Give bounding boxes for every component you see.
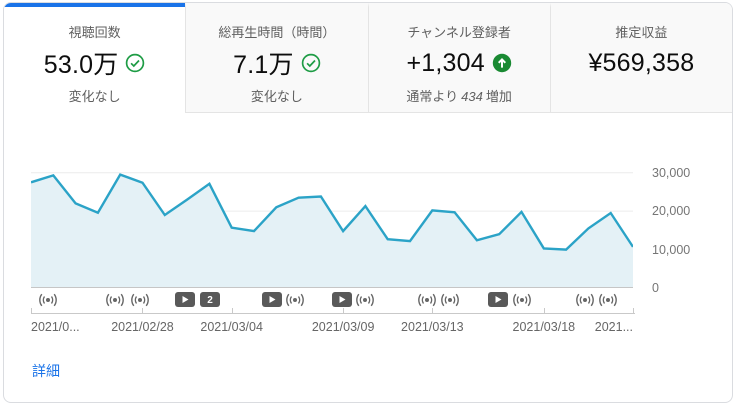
arrow-up-circle-icon [492, 53, 512, 73]
x-axis-tick [633, 308, 634, 313]
x-axis-label: 2021/03/13 [401, 320, 464, 334]
metric-tabs: 視聴回数 53.0万 変化なし 総再生時間（時間） 7.1万 変化なし チャンネ… [4, 3, 732, 113]
y-axis-label: 30,000 [652, 165, 691, 180]
live-stream-marker-icon[interactable] [512, 292, 532, 308]
video-marker-icon[interactable] [262, 292, 282, 308]
tab-subscribers-label: チャンネル登録者 [407, 25, 511, 40]
x-axis-tick [142, 308, 144, 313]
tab-views-value: 53.0万 [43, 51, 119, 79]
tab-revenue-value: ¥569,358 [588, 48, 695, 77]
y-axis-label: 10,000 [652, 242, 691, 257]
live-stream-marker-icon[interactable] [38, 292, 58, 308]
check-circle-icon [125, 53, 145, 73]
views-area-chart [31, 172, 633, 288]
tab-views[interactable]: 視聴回数 53.0万 変化なし [4, 3, 186, 113]
live-stream-marker-icon[interactable] [355, 292, 375, 308]
video-count-badge-marker-icon[interactable]: 2 [200, 292, 220, 308]
x-axis-label: 2021/03/04 [200, 320, 263, 334]
tab-subscribers-subtitle: 通常より 434 増加 [406, 89, 512, 104]
tab-revenue-label: 推定収益 [615, 25, 668, 40]
x-axis-label: 2021... [594, 320, 633, 334]
live-stream-marker-icon[interactable] [130, 292, 150, 308]
chart-area-fill [31, 174, 633, 288]
svg-text:2: 2 [207, 295, 213, 306]
analytics-summary-card: 視聴回数 53.0万 変化なし 総再生時間（時間） 7.1万 変化なし チャンネ… [3, 2, 733, 403]
live-stream-marker-icon[interactable] [575, 292, 595, 308]
x-axis-label: 2021/0... [31, 320, 80, 334]
tab-subscribers-value: +1,304 [406, 48, 485, 77]
tab-watch-time-subtitle: 変化なし [250, 89, 303, 104]
tab-watch-time-label: 総再生時間（時間） [218, 25, 336, 40]
tab-views-subtitle: 変化なし [68, 89, 121, 104]
video-marker-icon[interactable] [175, 292, 195, 308]
x-axis-tick [231, 308, 233, 313]
live-stream-marker-icon[interactable] [598, 292, 618, 308]
y-axis-label: 20,000 [652, 204, 691, 219]
y-axis-label: 0 [652, 281, 659, 295]
x-axis-line [31, 313, 635, 314]
x-axis-tick [432, 308, 434, 313]
tab-watch-time[interactable]: 総再生時間（時間） 7.1万 変化なし [185, 3, 368, 113]
tab-revenue[interactable]: 推定収益 ¥569,358 [549, 3, 732, 113]
live-stream-marker-icon[interactable] [105, 292, 125, 308]
check-circle-icon [301, 53, 321, 73]
details-link[interactable]: 詳細 [32, 363, 60, 379]
live-stream-marker-icon[interactable] [417, 292, 437, 308]
video-marker-icon[interactable] [488, 292, 508, 308]
chart-line [31, 173, 633, 251]
tab-views-label: 視聴回数 [68, 25, 121, 40]
x-axis-label: 2021/03/09 [311, 320, 375, 334]
subscribers-delta: 434 [461, 89, 483, 104]
x-axis-label: 2021/03/18 [512, 320, 576, 334]
x-axis-label: 2021/02/28 [111, 320, 174, 334]
tab-subscribers[interactable]: チャンネル登録者 +1,304 通常より 434 増加 [367, 3, 550, 113]
live-stream-marker-icon[interactable] [285, 292, 305, 308]
live-stream-marker-icon[interactable] [440, 292, 460, 308]
tab-watch-time-value: 7.1万 [233, 51, 294, 79]
video-marker-icon[interactable] [332, 292, 352, 308]
x-axis-tick [31, 308, 32, 313]
x-axis-tick [543, 308, 545, 313]
x-axis-tick [343, 308, 345, 313]
